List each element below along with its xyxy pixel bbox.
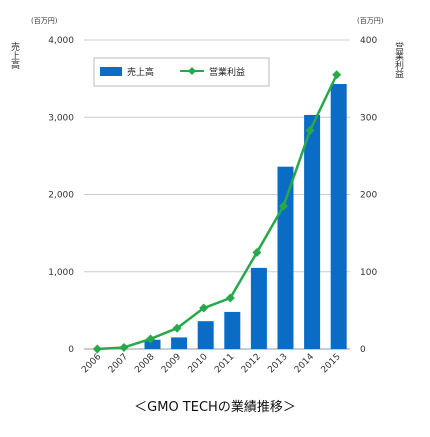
legend-line-label: 営業利益 (209, 66, 245, 78)
legend-box (93, 57, 270, 87)
right-tick-label: 0 (360, 345, 366, 355)
bar (171, 337, 188, 349)
left-tick-label: 0 (68, 345, 74, 355)
line-marker (199, 303, 209, 313)
line-marker (119, 342, 129, 352)
bar (330, 84, 347, 349)
x-tick-label: 2012 (240, 352, 263, 375)
legend-line-marker (188, 67, 196, 75)
line-marker (172, 323, 182, 333)
right-tick-label: 300 (360, 113, 377, 123)
line-marker (305, 125, 315, 135)
legend-bar-label: 売上高 (127, 66, 154, 78)
line-series (92, 70, 342, 354)
right-tick-label: 200 (360, 191, 377, 201)
x-tick-label: 2013 (266, 352, 289, 375)
x-tick-label: 2010 (187, 352, 210, 375)
left-axis-label: 売上高 (9, 41, 20, 70)
right-tick-label: 100 (360, 268, 377, 278)
bar (277, 166, 294, 349)
left-tick-label: 4,000 (48, 36, 74, 46)
chart-caption: ＜GMO TECHの業績推移＞ (134, 400, 296, 415)
left-tick-label: 1,000 (48, 268, 74, 278)
bar (144, 339, 161, 349)
x-tick-label: 2009 (160, 352, 183, 375)
legend: 売上高 営業利益 (93, 57, 270, 87)
bar (224, 311, 241, 349)
line-marker (279, 201, 288, 211)
x-tick-label: 2015 (320, 352, 343, 375)
x-tick-label: 2007 (107, 352, 130, 375)
left-tick-label: 3,000 (48, 113, 74, 123)
left-tick-label: 2,000 (48, 191, 74, 201)
x-tick-label: 2014 (293, 352, 316, 375)
right-axis-unit: (百万円) (357, 17, 384, 25)
bar (197, 321, 214, 349)
line-marker (92, 344, 102, 354)
left-axis-unit: (百万円) (31, 17, 58, 25)
profit-line (97, 74, 338, 351)
right-tick-label: 400 (360, 36, 377, 46)
legend-bar-swatch (100, 67, 122, 76)
right-axis-label: 営業利益 (393, 41, 404, 78)
line-marker (146, 334, 155, 344)
bar-series (144, 84, 347, 350)
x-tick-label: 2008 (133, 352, 156, 375)
x-tick-label: 2011 (213, 352, 236, 375)
bar (304, 114, 321, 350)
line-marker (252, 247, 262, 257)
line-marker (332, 70, 342, 80)
bar (250, 267, 267, 349)
line-marker (225, 293, 235, 303)
x-tick-label: 2006 (80, 352, 103, 375)
